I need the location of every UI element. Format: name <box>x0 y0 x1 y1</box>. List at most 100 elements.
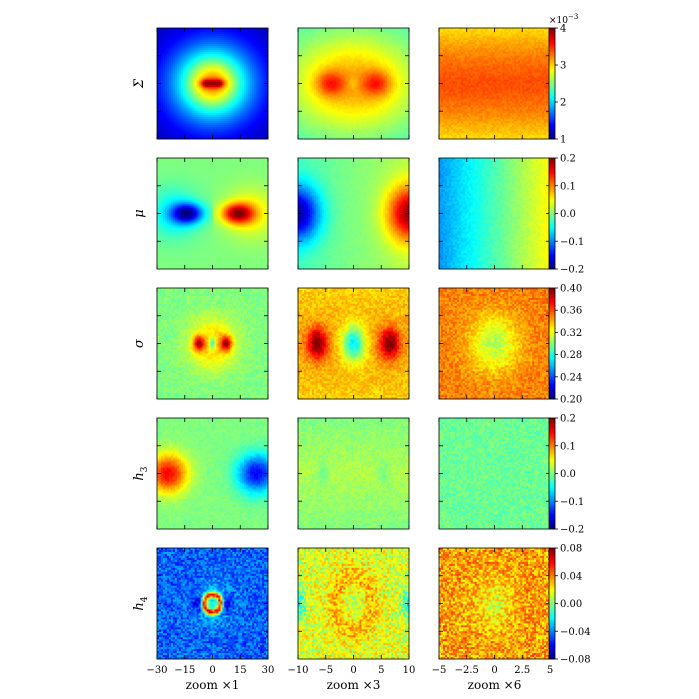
heatmap-cell <box>202 99 205 102</box>
heatmap-cell <box>194 91 197 94</box>
heatmap-cell <box>196 131 199 134</box>
heatmap-cell <box>174 91 178 94</box>
heatmap-cell <box>158 123 162 126</box>
heatmap-cell <box>214 115 217 118</box>
heatmap-cell <box>157 107 160 110</box>
heatmap-cell <box>172 111 176 114</box>
heatmap-cell <box>168 71 172 74</box>
heatmap-cell <box>192 31 196 35</box>
heatmap-cell <box>162 61 166 65</box>
heatmap-cell <box>198 113 201 116</box>
heatmap-cell <box>218 129 221 132</box>
heatmap-cell <box>162 37 166 41</box>
heatmap-cell <box>190 125 194 128</box>
heatmap-cell <box>162 107 166 110</box>
heatmap-cell <box>206 107 209 110</box>
heatmap-cell <box>188 135 192 138</box>
heatmap-cell <box>157 28 160 31</box>
heatmap-cell <box>200 103 203 106</box>
heatmap-cell <box>184 95 188 98</box>
heatmap-cell <box>174 137 178 140</box>
heatmap-cell <box>224 133 227 136</box>
heatmap-cell <box>184 49 188 53</box>
heatmap-cell <box>222 103 225 106</box>
heatmap-cell <box>170 71 174 74</box>
heatmap-cell <box>198 109 201 112</box>
heatmap-cell <box>164 59 168 63</box>
heatmap-cell <box>180 91 184 94</box>
heatmap-cell <box>200 53 203 57</box>
heatmap-cell <box>158 35 162 39</box>
heatmap-cell <box>170 77 174 80</box>
heatmap-cell <box>196 83 199 86</box>
heatmap-cell <box>190 89 194 92</box>
heatmap-cell <box>157 73 160 76</box>
heatmap-cell <box>202 71 205 74</box>
heatmap-cell <box>301 123 305 126</box>
heatmap-cell <box>208 125 211 128</box>
heatmap-cell <box>196 93 199 96</box>
heatmap-cell <box>182 41 186 45</box>
heatmap-cell <box>224 57 227 61</box>
heatmap-cell <box>172 47 176 51</box>
heatmap-cell <box>210 28 213 31</box>
heatmap-cell <box>160 137 164 140</box>
heatmap-cell <box>160 81 164 84</box>
heatmap-cell <box>164 111 168 114</box>
heatmap-cell <box>172 95 176 98</box>
heatmap-cell <box>164 61 168 65</box>
heatmap-cell <box>190 51 194 55</box>
heatmap-cell <box>214 85 217 88</box>
heatmap-cell <box>158 39 162 43</box>
heatmap-cell <box>357 95 360 98</box>
heatmap-cell <box>166 89 170 92</box>
heatmap-cell <box>162 47 166 51</box>
heatmap-cell <box>220 83 223 86</box>
heatmap-cell <box>198 137 201 140</box>
heatmap-cell <box>222 117 225 120</box>
heatmap-cell <box>220 95 223 98</box>
heatmap-cell <box>160 91 164 94</box>
heatmap-cell <box>190 133 194 136</box>
heatmap-cell <box>176 115 180 118</box>
heatmap-cell <box>157 45 160 49</box>
heatmap-cell <box>174 29 178 33</box>
heatmap-cell <box>174 85 178 88</box>
heatmap-cell <box>210 83 213 86</box>
heatmap-cell <box>192 79 196 82</box>
heatmap-cell <box>224 43 227 47</box>
heatmap-cell <box>184 129 188 132</box>
heatmap-cell <box>186 83 190 86</box>
heatmap-cell <box>206 77 209 80</box>
heatmap-cell <box>222 85 225 88</box>
heatmap-cell <box>168 99 172 102</box>
heatmap-cell <box>182 127 186 130</box>
heatmap-cell <box>180 117 184 120</box>
heatmap-cell <box>206 41 209 45</box>
heatmap-cell <box>182 133 186 136</box>
heatmap-cell <box>214 89 217 92</box>
heatmap-cell <box>190 85 194 88</box>
heatmap-cell <box>158 37 162 41</box>
heatmap-cell <box>158 97 162 100</box>
heatmap-cell <box>224 95 227 98</box>
heatmap-cell <box>184 47 188 51</box>
heatmap-cell <box>170 109 174 112</box>
heatmap-cell <box>188 65 192 68</box>
heatmap-cell <box>309 67 313 70</box>
heatmap-cell <box>186 63 190 67</box>
heatmap-cell <box>200 59 203 63</box>
heatmap-cell <box>168 111 172 114</box>
heatmap-cell <box>196 57 199 61</box>
heatmap-cell <box>200 117 203 120</box>
heatmap-cell <box>220 129 223 132</box>
heatmap-cell <box>196 63 199 67</box>
heatmap-cell <box>157 55 160 59</box>
heatmap-cell <box>194 31 197 35</box>
heatmap-cell <box>196 53 199 57</box>
heatmap-cell <box>220 49 223 53</box>
heatmap-cell <box>198 103 201 106</box>
heatmap-cell <box>206 59 209 63</box>
heatmap-cell <box>178 67 182 70</box>
heatmap-cell <box>200 39 203 43</box>
